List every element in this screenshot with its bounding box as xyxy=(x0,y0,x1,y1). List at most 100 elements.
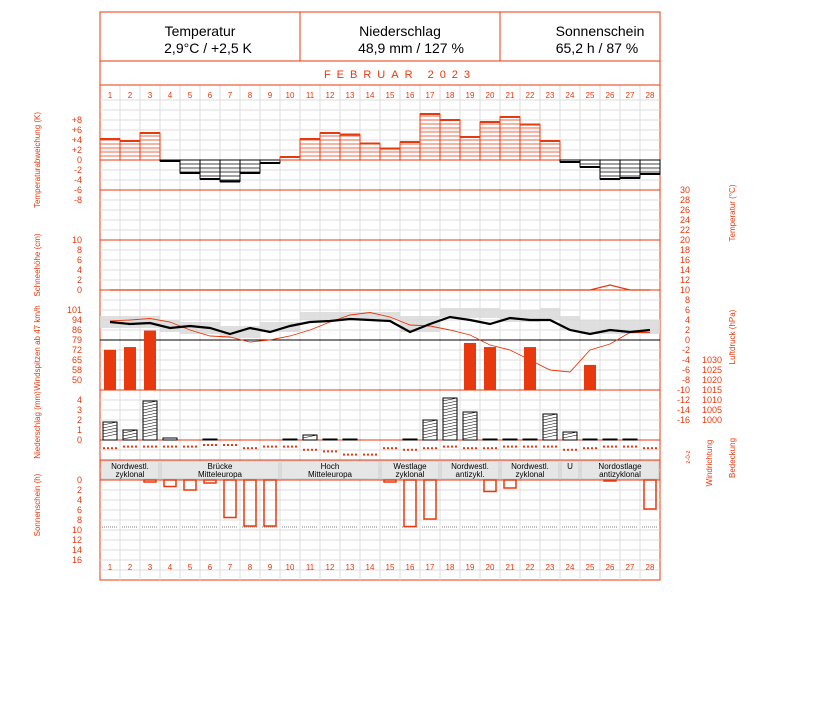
cloud-dot xyxy=(407,449,409,451)
tick-label-precip: 2 xyxy=(77,415,82,425)
cloud-dot xyxy=(323,450,325,452)
precip-bar xyxy=(283,439,297,440)
cloud-dot xyxy=(175,446,177,448)
tick-label-sun: 16 xyxy=(72,555,82,565)
tick-label-wind: 72 xyxy=(72,345,82,355)
tick-label-anomaly: +4 xyxy=(72,135,82,145)
tick-label-pressure: 1005 xyxy=(702,405,722,415)
tick-label-temperature: -6 xyxy=(682,365,690,375)
cloud-dot xyxy=(207,444,209,446)
precip-hatch xyxy=(563,435,577,438)
cloud-dot xyxy=(563,449,565,451)
cloud-dot xyxy=(187,446,189,448)
day-label: 21 xyxy=(506,91,515,100)
day-label: 16 xyxy=(406,563,415,572)
cloud-dot xyxy=(507,446,509,448)
day-label: 6 xyxy=(208,563,213,572)
tick-label-precip: 4 xyxy=(77,395,82,405)
day-label: 13 xyxy=(346,563,355,572)
cloud-dot xyxy=(435,447,437,449)
day-label: 19 xyxy=(466,563,475,572)
precip-hatch xyxy=(423,432,437,435)
day-label: 18 xyxy=(446,91,455,100)
sunshine-label: Sonnenschein xyxy=(556,23,645,39)
temperature-label: Temperatur xyxy=(165,23,236,39)
cloud-dot xyxy=(191,446,193,448)
cloud-dot xyxy=(123,446,125,448)
cloud-dot xyxy=(267,446,269,448)
precip-bar xyxy=(323,439,337,440)
tick-label-temperature: 24 xyxy=(680,215,690,225)
tick-label-sun: 0 xyxy=(77,475,82,485)
day-label: 11 xyxy=(306,563,315,572)
cloud-dot xyxy=(127,446,129,448)
axis-title-wind-direction: Windrichtung xyxy=(705,440,714,487)
tick-label-pressure: 1010 xyxy=(702,395,722,405)
cloud-dot xyxy=(215,444,217,446)
anomaly-bar xyxy=(420,114,440,160)
cloud-dot xyxy=(515,446,517,448)
precip-hatch xyxy=(463,424,477,427)
day-label: 3 xyxy=(148,91,153,100)
cloud-dot xyxy=(571,449,573,451)
tick-label-pressure: 1030 xyxy=(702,355,722,365)
day-label: 24 xyxy=(566,563,575,572)
sun-bar xyxy=(384,480,396,482)
cloud-dot xyxy=(363,454,365,456)
precip-hatch xyxy=(103,434,117,437)
precip-hatch xyxy=(143,422,157,425)
cloud-dot xyxy=(151,446,153,448)
tick-label-snow: 2 xyxy=(77,275,82,285)
cloud-dot xyxy=(623,446,625,448)
day-labels-bottom: 1 2 3 4 5 6 7 8 9 10 11 12 13 14 15 16 17 18 19 20 21 22 23 24 2… xyxy=(108,563,655,572)
tick-label-temperature: -2 xyxy=(682,345,690,355)
tick-label-temperature: -4 xyxy=(682,355,690,365)
cloud-dot xyxy=(143,446,145,448)
cloud-dot xyxy=(383,447,385,449)
day-label: 23 xyxy=(546,563,555,572)
precip-bar xyxy=(203,439,217,440)
axis-title-cloud-cover: Bedeckung xyxy=(728,438,737,478)
cloud-dot xyxy=(587,447,589,449)
precip-bar xyxy=(163,438,177,440)
cloud-dot xyxy=(611,446,613,448)
tick-label-temperature: 14 xyxy=(680,265,690,275)
cloud-dot xyxy=(527,446,529,448)
precip-bar xyxy=(583,439,597,440)
precip-hatch xyxy=(123,436,137,439)
cloud-dot xyxy=(211,444,213,446)
cloud-dot xyxy=(655,447,657,449)
day-label: 14 xyxy=(366,91,375,100)
day-label: 8 xyxy=(248,91,253,100)
tick-label-temperature: -10 xyxy=(677,385,690,395)
day-label: 26 xyxy=(606,91,615,100)
tick-label-anomaly: -4 xyxy=(74,175,82,185)
axis-title-sun: Sonnenschein (h) xyxy=(33,473,42,536)
tick-label-snow: 8 xyxy=(77,245,82,255)
cloud-dot xyxy=(483,447,485,449)
cloud-dot xyxy=(451,446,453,448)
precip-hatch xyxy=(443,425,457,428)
weather-type-label: Mitteleuropa xyxy=(198,470,243,479)
precip-hatch xyxy=(143,404,157,407)
cloud-dot xyxy=(171,446,173,448)
cloud-dot xyxy=(295,446,297,448)
day-label: 28 xyxy=(646,563,655,572)
day-label: 7 xyxy=(228,91,233,100)
tick-label-temperature: 0 xyxy=(685,335,690,345)
precip-bar xyxy=(503,439,517,440)
cloud-dot xyxy=(287,446,289,448)
pressure-band xyxy=(560,316,580,330)
precip-hatch xyxy=(543,435,557,438)
gust-bar xyxy=(584,365,596,390)
tick-label-sun: 4 xyxy=(77,495,82,505)
precip-hatch xyxy=(443,404,457,407)
cloud-dot xyxy=(411,449,413,451)
day-label: 20 xyxy=(486,91,495,100)
cloud-dot xyxy=(591,447,593,449)
cloud-dot xyxy=(303,449,305,451)
day-label: 9 xyxy=(268,91,273,100)
precip-hatch xyxy=(463,421,477,424)
sun-bar xyxy=(644,480,656,509)
cloud-dot xyxy=(315,449,317,451)
